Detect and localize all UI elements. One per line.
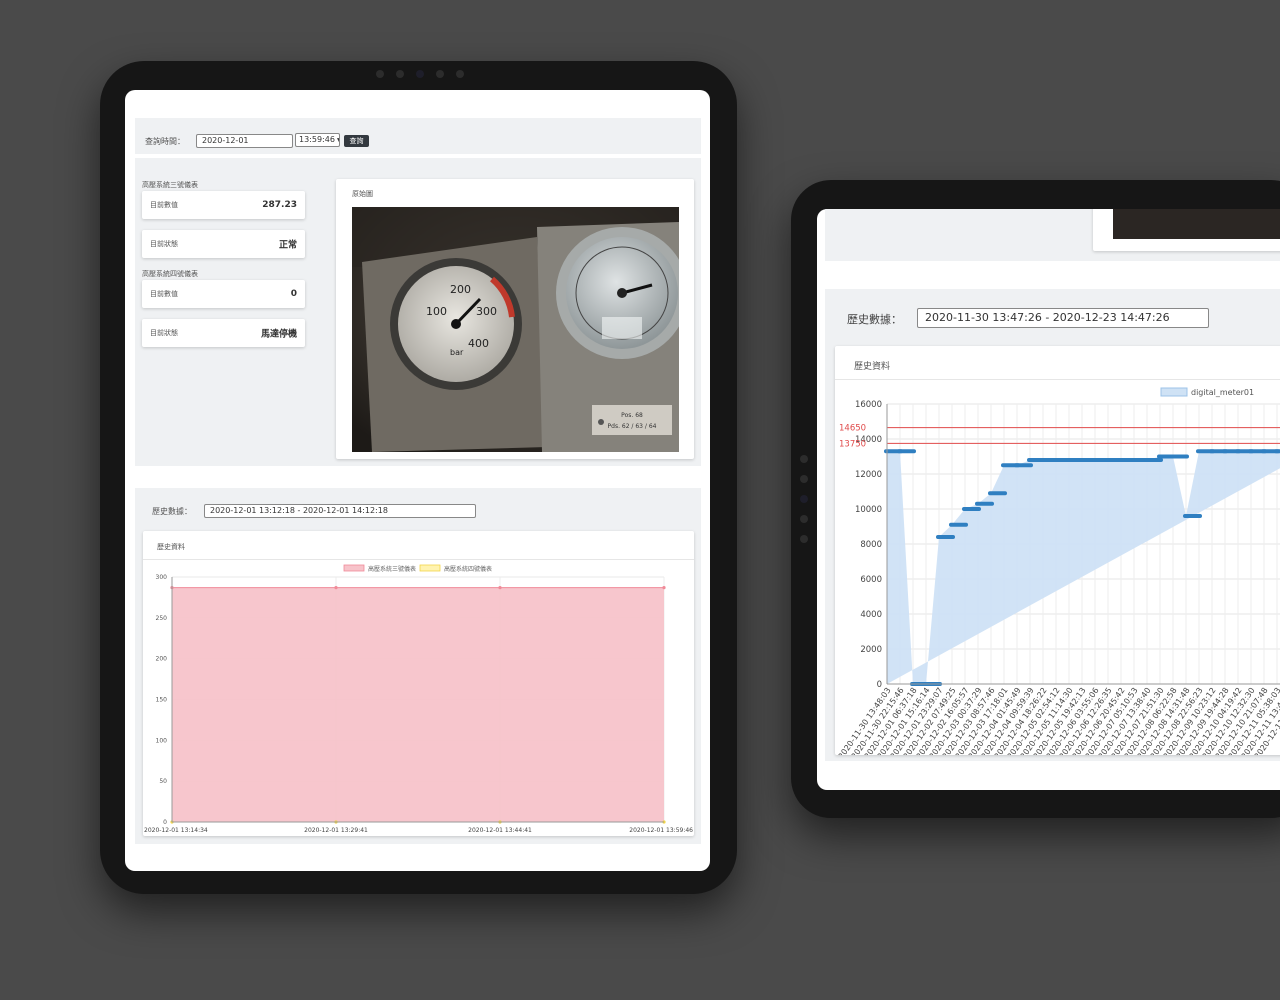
camera-dot [800,535,808,543]
tablet-right: 歷史數據： 2020-11-30 13:47:26 - 2020-12-23 1… [791,180,1280,818]
gauge-num-100: 100 [426,305,447,318]
query-label: 查詢時間： [145,137,185,146]
y-tick-label: 250 [156,615,168,622]
legend-label: digital_meter01 [1191,388,1254,397]
meter3-value-label: 目前數值 [150,201,178,209]
history-range-input-right[interactable]: 2020-11-30 13:47:26 - 2020-12-23 14:47:2… [917,308,1209,328]
legend-swatch [419,564,441,572]
screen-right: 歷史數據： 2020-11-30 13:47:26 - 2020-12-23 1… [817,209,1280,790]
history-card-title: 歷史資料 [157,543,185,551]
meter4-status: 馬達停機 [260,329,297,340]
card-divider [835,379,1280,380]
camera-dot [800,455,808,463]
meter3-value-card: 目前數值 287.23 [142,191,305,219]
meter4-status-label: 目前狀態 [150,329,178,337]
y-tick-label: 16000 [855,400,882,410]
gauge-num-400: 400 [468,337,489,350]
meter4-status-card: 目前狀態 馬達停機 [142,319,305,347]
series-area [172,587,664,822]
legend-label: 高壓系統三號儀表 [368,565,416,573]
history-label: 歷史數據： [152,507,192,516]
tablet-left: 查詢時間： 2020-12-01 13:59:46▼ 查詢 高壓系統三號儀表 目… [100,61,737,894]
plate-text-1: Pos. 68 [621,412,643,419]
meter4-group-title: 高壓系統四號儀表 [142,270,198,278]
history-card: 歷史資料 高壓系統三號儀表 高壓系統四號儀表 0 50 100 150 200 250 300 2… [143,531,694,836]
legend-swatch [1160,387,1188,397]
threshold-label: 14650 [839,424,866,434]
series-area [887,451,1280,684]
meter4-value-card: 目前數值 0 [142,280,305,308]
camera-dot [800,515,808,523]
camera-dot [800,475,808,483]
y-tick-label: 10000 [855,505,882,515]
gauge-num-300: 300 [476,305,497,318]
camera-dot [376,70,384,78]
history-chart: 高壓系統三號儀表 高壓系統四號儀表 0 50 100 150 200 250 300 2020-1… [144,564,693,834]
original-image-card: 原始圖 [336,179,694,459]
history-card-right: 歷史資料 digital_meter01 0 2000 4000 6000 8000 100… [835,346,1280,755]
y-tick-label: 100 [156,737,168,744]
digital-meter-chart: digital_meter01 0 2000 4000 6000 8000 10000 120… [837,387,1280,755]
camera-lens [800,495,808,503]
original-image-title: 原始圖 [352,190,373,198]
gauge-photo: Pos. 68 Pds. 62 / 63 / 64 100 200 300 40… [352,207,679,452]
camera-dot [456,70,464,78]
camera-dot [436,70,444,78]
screen-left: 查詢時間： 2020-12-01 13:59:46▼ 查詢 高壓系統三號儀表 目… [125,90,710,871]
x-tick-label: 2020-12-01 13:44:41 [468,827,532,834]
legend-swatch [343,564,365,572]
meter4-value-label: 目前數值 [150,290,178,298]
gauge-photo-partial [1113,209,1280,239]
camera-dot [396,70,404,78]
plate-text-2: Pds. 62 / 63 / 64 [608,423,657,430]
history-range-input[interactable]: 2020-12-01 13:12:18 - 2020-12-01 14:12:1… [204,504,476,518]
gauge-num-200: 200 [450,283,471,296]
y-tick-label: 2000 [860,645,882,655]
y-tick-label: 300 [156,574,168,581]
meter4-value: 0 [290,289,297,299]
x-tick-label: 2020-12-01 13:29:41 [304,827,368,834]
legend-label: 高壓系統四號儀表 [444,565,492,573]
original-image-card-partial [1093,209,1280,251]
y-tick-label: 14000 [855,435,882,445]
x-tick-label: 2020-12-01 13:14:34 [144,827,208,834]
query-time-value: 13:59:46 [299,135,335,144]
y-tick-label: 6000 [860,575,882,585]
chevron-down-icon: ▼ [337,137,339,144]
camera-lens [416,70,424,78]
meter3-status-card: 目前狀態 正常 [142,230,305,258]
gauge-unit: bar [450,348,464,357]
y-tick-label: 200 [156,656,168,663]
y-tick-label: 8000 [860,540,882,550]
y-tick-label: 0 [877,680,882,690]
data-point [662,586,666,590]
y-tick-label: 150 [156,697,168,704]
query-button[interactable]: 查詢 [344,135,369,147]
history-label-right: 歷史數據： [847,313,902,326]
y-tick-label: 0 [163,819,167,826]
y-tick-label: 50 [159,778,167,785]
x-tick-label: 2020-12-01 13:59:46 [629,827,693,834]
query-date-input[interactable]: 2020-12-01 [196,134,293,148]
data-point [334,586,338,590]
data-point [498,586,502,590]
y-tick-label: 12000 [855,470,882,480]
meter3-value: 287.23 [262,200,297,210]
meter3-status: 正常 [278,240,297,251]
card-divider [143,559,694,560]
query-time-select[interactable]: 13:59:46▼ [295,133,340,147]
meter3-group-title: 高壓系統三號儀表 [142,181,198,189]
history-card-title-right: 歷史資料 [854,362,891,372]
meter3-status-label: 目前狀態 [150,240,178,248]
y-tick-label: 4000 [860,610,882,620]
threshold-label: 13750 [839,439,866,449]
